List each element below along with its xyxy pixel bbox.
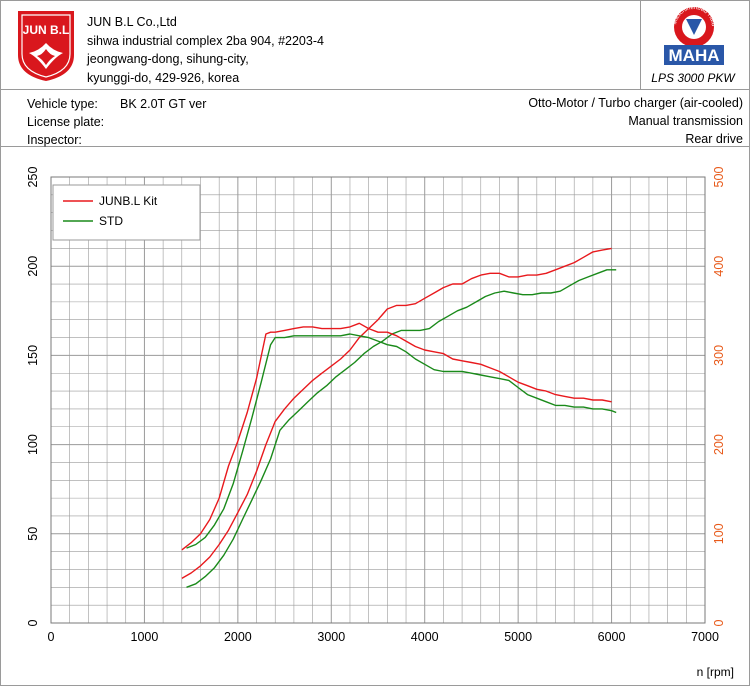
license-plate-row: License plate: <box>27 113 206 131</box>
x-tick-label: 4000 <box>411 630 439 644</box>
x-tick-label: 0 <box>48 630 55 644</box>
transmission-type: Manual transmission <box>628 114 743 128</box>
x-tick-label: 3000 <box>317 630 345 644</box>
maha-brand-text: MAHA <box>669 46 720 65</box>
legend-label-kit: JUNB.L Kit <box>99 194 158 208</box>
y-right-tick-label: 500 <box>712 167 726 188</box>
chart-axes: 0 1000 2000 3000 4000 5000 6000 700005010015020… <box>26 167 726 644</box>
equipment-model: LPS 3000 PKW <box>651 71 735 85</box>
y-left-tick-label: 0 <box>26 619 40 626</box>
vehicle-type-row: Vehicle type: BK 2.0T GT ver <box>27 95 206 113</box>
chart-grid <box>50 176 706 624</box>
vehicle-info: Vehicle type: BK 2.0T GT ver License plat… <box>1 90 749 147</box>
y-right-tick-label: 200 <box>712 434 726 455</box>
x-tick-label: 6000 <box>598 630 626 644</box>
x-axis-label: n [rpm] <box>697 665 734 679</box>
maha-emblem-icon <box>686 19 702 35</box>
y-left-tick-label: 250 <box>26 167 40 188</box>
chart-series <box>181 247 617 588</box>
vehicle-info-right: Otto-Motor / Turbo charger (air-cooled) … <box>528 94 743 148</box>
company-info: JUN B.L Co.,Ltd sihwa industrial complex… <box>87 13 324 87</box>
y-left-tick-label: 100 <box>26 434 40 455</box>
y-right-tick-label: 100 <box>712 523 726 544</box>
inspector-row: Inspector: <box>27 131 206 149</box>
series-line-kit-power <box>181 247 612 580</box>
y-right-tick-label: 0 <box>712 619 726 626</box>
series-line-kit-torque <box>181 322 612 551</box>
drive-type: Rear drive <box>685 132 743 146</box>
legend-label-std: STD <box>99 214 123 228</box>
plot-frame <box>50 176 706 624</box>
maha-logo: Maschinenbau Haldenwang MAHA <box>654 5 724 65</box>
x-tick-label: 5000 <box>504 630 532 644</box>
x-tick-label: 2000 <box>224 630 252 644</box>
vehicle-type-value: BK 2.0T GT ver <box>120 97 207 111</box>
y-left-tick-label: 150 <box>26 345 40 366</box>
vehicle-type-label: Vehicle type: <box>27 97 98 111</box>
junbl-logo-text: JUN B.L <box>23 23 70 37</box>
legend-box <box>52 184 201 241</box>
series-line-std-torque <box>186 333 617 549</box>
address-line: jeongwang-dong, sihung-city, <box>87 52 249 66</box>
y-right-tick-label: 300 <box>712 345 726 366</box>
y-right-tick-label: 400 <box>712 256 726 277</box>
chart-legend: JUNB.L Kit STD <box>52 184 201 241</box>
report-header: JUN B.L JUN B.L Co.,Ltd sihwa industrial… <box>1 1 749 90</box>
junbl-logo: JUN B.L <box>18 11 74 81</box>
maha-logo-box: Maschinenbau Haldenwang MAHA LPS 3000 PK… <box>640 1 750 89</box>
license-plate-label: License plate: <box>27 115 105 129</box>
company-name: JUN B.L Co.,Ltd <box>87 15 177 29</box>
x-tick-label: 7000 <box>691 630 719 644</box>
address-line: kyunggi-do, 429-926, korea <box>87 70 240 85</box>
x-tick-label: 1000 <box>131 630 159 644</box>
y-left-tick-label: 200 <box>26 256 40 277</box>
y-left-tick-label: 50 <box>26 527 40 541</box>
series-line-std-power <box>186 269 617 588</box>
vehicle-info-left: Vehicle type: BK 2.0T GT ver License plat… <box>27 95 206 149</box>
address-line: sihwa industrial complex 2ba 904, #2203-… <box>87 33 324 48</box>
inspector-label: Inspector: <box>27 133 82 147</box>
dyno-chart: 0 1000 2000 3000 4000 5000 6000 700005010015020… <box>26 167 734 679</box>
engine-type: Otto-Motor / Turbo charger (air-cooled) <box>528 96 743 110</box>
